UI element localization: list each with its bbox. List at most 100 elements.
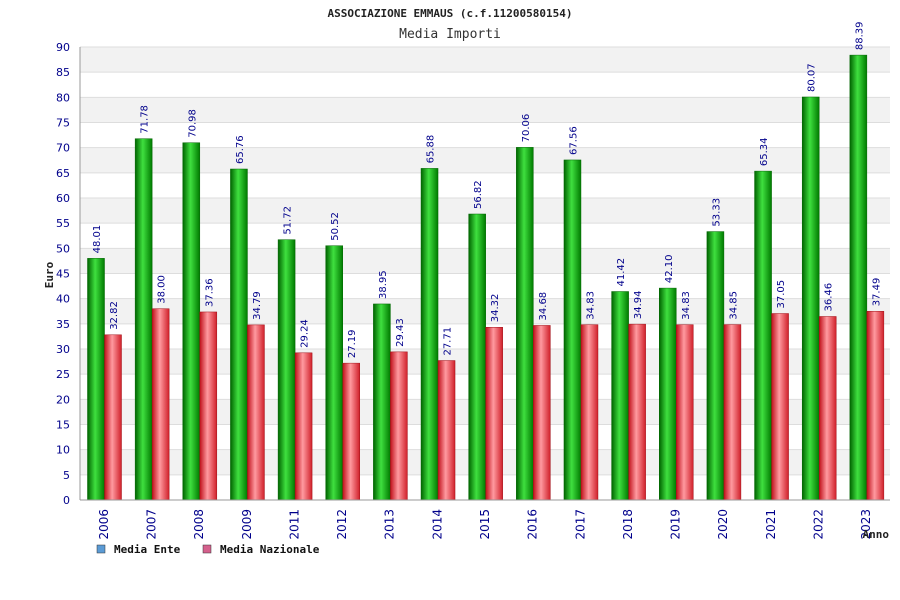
data-label-media-nazionale-2023: 37.49 — [871, 278, 882, 307]
y-tick-label: 25 — [56, 368, 70, 381]
legend-swatch-media-nazionale — [202, 544, 212, 554]
x-tick-label-2018: 2018 — [621, 509, 635, 540]
bar-media-nazionale-2022 — [818, 316, 837, 501]
data-label-media-ente-2014: 65.88 — [426, 135, 437, 164]
y-tick-label: 65 — [56, 167, 70, 180]
data-label-media-nazionale-2011: 29.24 — [300, 319, 311, 348]
y-tick-label: 85 — [56, 66, 70, 79]
plot-band — [80, 47, 890, 73]
x-tick-label-2014: 2014 — [430, 509, 444, 540]
plot-band — [80, 72, 890, 98]
bar-media-ente-2011 — [277, 239, 296, 501]
data-label-media-ente-2018: 41.42 — [616, 258, 627, 287]
bar-media-ente-2017 — [563, 159, 582, 501]
x-tick-label-2012: 2012 — [335, 509, 349, 540]
bar-media-nazionale-2012 — [342, 362, 360, 501]
bar-media-ente-2023 — [849, 54, 868, 501]
data-label-media-ente-2017: 67.56 — [568, 126, 579, 155]
data-label-media-ente-2015: 56.82 — [473, 180, 484, 209]
data-label-media-nazionale-2022: 36.46 — [824, 283, 835, 312]
bar-media-nazionale-2017 — [580, 324, 599, 501]
x-tick-label-2021: 2021 — [764, 509, 778, 540]
legend: Media Ente Media Nazionale — [96, 543, 320, 556]
y-tick-label: 80 — [56, 91, 70, 104]
bar-media-nazionale-2006 — [104, 334, 122, 501]
bar-media-nazionale-2014 — [437, 360, 456, 501]
y-tick-label: 70 — [56, 142, 70, 155]
x-tick-label-2016: 2016 — [526, 509, 540, 540]
bar-media-ente-2014 — [420, 168, 439, 501]
bar-media-nazionale-2011 — [294, 352, 313, 501]
data-label-media-ente-2021: 65.34 — [759, 137, 770, 166]
x-tick-label-2023: 2023 — [859, 509, 873, 540]
y-axis-ticks: 0 5 10 15 20 25 30 35 40 45 50 55 60 65 70 75 80 85 90 — [56, 41, 70, 507]
bar-media-ente-2012 — [325, 245, 343, 501]
y-tick-label: 55 — [56, 217, 70, 230]
x-tick-label-2015: 2015 — [478, 509, 492, 540]
bar-media-nazionale-2023 — [866, 311, 885, 501]
data-label-media-ente-2022: 80.07 — [807, 63, 818, 92]
y-tick-label: 20 — [56, 393, 70, 406]
y-tick-label: 35 — [56, 318, 70, 331]
x-tick-label-2022: 2022 — [812, 509, 826, 540]
y-tick-label: 40 — [56, 293, 70, 306]
bar-media-nazionale-2009 — [247, 324, 265, 501]
bar-media-nazionale-2020 — [723, 324, 742, 501]
bar-media-ente-2015 — [468, 213, 486, 501]
y-tick-label: 15 — [56, 419, 70, 432]
bar-media-ente-2013 — [373, 303, 391, 501]
bar-media-nazionale-2016 — [533, 325, 551, 501]
bar-media-nazionale-2021 — [771, 313, 789, 501]
x-tick-label-2013: 2013 — [383, 509, 397, 540]
legend-label-media-nazionale: Media Nazionale — [220, 543, 320, 556]
data-label-media-ente-2006: 48.01 — [92, 225, 103, 254]
x-tick-label-2011: 2011 — [287, 509, 301, 540]
bar-media-ente-2007 — [134, 138, 153, 501]
y-axis-label: Euro — [43, 261, 56, 288]
data-label-media-ente-2009: 65.76 — [235, 135, 246, 164]
y-tick-label: 50 — [56, 242, 70, 255]
legend-swatch-media-ente — [96, 544, 106, 554]
bar-media-ente-2006 — [87, 258, 105, 501]
bar-media-nazionale-2019 — [676, 324, 694, 501]
legend-item-media-nazionale: Media Nazionale — [202, 543, 320, 556]
bar-media-ente-2020 — [706, 231, 725, 501]
x-tick-label-2019: 2019 — [669, 509, 683, 540]
plot-band — [80, 97, 890, 123]
data-label-media-nazionale-2016: 34.68 — [538, 292, 549, 321]
bar-media-ente-2018 — [611, 291, 629, 501]
data-label-media-nazionale-2006: 32.82 — [109, 301, 120, 330]
data-label-media-nazionale-2018: 34.94 — [633, 290, 644, 319]
data-label-media-ente-2012: 50.52 — [330, 212, 341, 241]
bar-media-ente-2019 — [659, 287, 677, 501]
y-tick-label: 60 — [56, 192, 70, 205]
x-axis-ticks: 2006 2007 2008 2009 2011 2012 2013 2014 2015 2016… — [97, 509, 873, 540]
plot-band — [80, 122, 890, 148]
x-tick-label-2008: 2008 — [192, 509, 206, 540]
bar-media-ente-2009 — [230, 168, 248, 501]
bar-media-nazionale-2007 — [151, 308, 170, 501]
data-label-media-nazionale-2019: 34.83 — [681, 291, 692, 320]
legend-item-media-ente: Media Ente — [96, 543, 181, 556]
bar-media-ente-2016 — [516, 147, 534, 501]
data-label-media-nazionale-2007: 38.00 — [157, 275, 168, 304]
data-label-media-ente-2011: 51.72 — [283, 206, 294, 235]
x-tick-label-2007: 2007 — [144, 509, 158, 540]
data-label-media-ente-2020: 53.33 — [711, 198, 722, 227]
bar-media-nazionale-2015 — [485, 327, 503, 501]
data-label-media-nazionale-2020: 34.85 — [728, 291, 739, 320]
data-labels: 48.01 32.82 71.78 38.00 70.98 37.36 65.76 34.79… — [92, 21, 882, 358]
x-tick-label-2009: 2009 — [240, 509, 254, 540]
x-tick-label-2020: 2020 — [716, 509, 730, 540]
data-label-media-nazionale-2012: 27.19 — [347, 330, 358, 359]
x-tick-label-2017: 2017 — [573, 509, 587, 540]
y-tick-label: 90 — [56, 41, 70, 54]
data-label-media-ente-2016: 70.06 — [521, 114, 532, 143]
y-tick-label: 75 — [56, 117, 70, 130]
data-label-media-ente-2007: 71.78 — [140, 105, 151, 134]
data-label-media-nazionale-2009: 34.79 — [252, 291, 263, 320]
bar-media-nazionale-2018 — [628, 323, 646, 501]
plot-band — [80, 147, 890, 173]
y-tick-label: 5 — [63, 469, 70, 482]
